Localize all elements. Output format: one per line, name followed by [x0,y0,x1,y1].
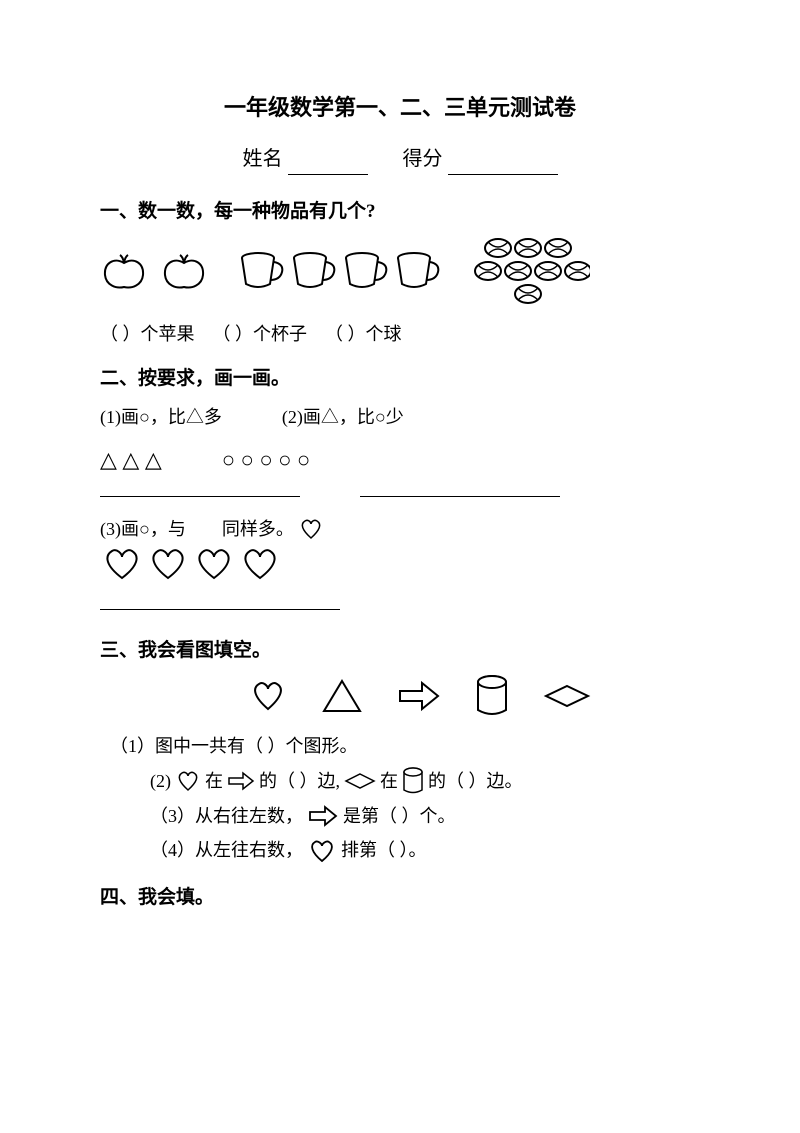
q2-sub-row: (1)画○，比△多 (2)画△，比○少 [100,403,700,432]
name-blank[interactable] [288,151,368,175]
name-label: 姓名 [243,148,283,170]
page-title: 一年级数学第一、二、三单元测试卷 [100,90,700,125]
q1-title: 一、数一数，每一种物品有几个? [100,197,700,227]
name-score-row: 姓名 得分 [100,143,700,175]
q3-sub4: （4）从左往右数， 排第（ ）。 [150,836,700,865]
cup-icon [342,250,388,292]
apple-group [100,251,208,291]
ball-icon [475,262,501,280]
heart-icon [146,546,190,582]
ball-group [470,236,590,306]
cylinder-icon [402,767,424,795]
triangle-group: △ △ △ [100,442,162,477]
apple-icon [100,251,148,291]
heart-icon [192,546,236,582]
ball-icon [505,262,531,280]
q2-sub3: (3)画○，与 同样多。 [100,515,700,610]
ball-count-blank[interactable]: （ ）个球 [325,324,402,344]
q3-shape-row [140,674,700,718]
cup-icon [290,250,336,292]
q2-sub1: (1)画○，比△多 [100,403,222,432]
q3-sub2-a: (2) [150,767,171,796]
q2-answer-lines [100,495,700,497]
arrow-icon [396,679,442,713]
q3-sub4-a: （4）从左往右数， [150,836,303,865]
diamond-icon [344,772,376,790]
ball-icon [515,285,541,303]
score-blank[interactable] [448,151,558,175]
q1-count-line: （ ）个苹果 （ ）个杯子 （ ）个球 [100,320,700,349]
cylinder-icon [474,674,510,718]
heart-icon [100,546,144,582]
q2-sub3-prefix: (3)画○，与 [100,515,186,544]
q3-sub2-e: 的（ ）边。 [428,767,523,796]
cup-icon [394,250,440,292]
answer-line-3[interactable] [100,608,340,610]
ball-icon [535,262,561,280]
diamond-icon [542,682,592,710]
ball-icon [515,239,541,257]
triangle-icon [320,677,364,715]
q2-title: 二、按要求，画一画。 [100,364,700,394]
ball-icon [485,239,511,257]
arrow-icon [307,804,339,828]
q3-sub2-b: 在 [205,767,223,796]
circle-group: ○ ○ ○ ○ ○ [222,442,310,477]
q3-sub2-c: 的（ ）边, [259,767,340,796]
q4-title: 四、我会填。 [100,883,700,913]
q3-sub3-b: 是第（ ）个。 [343,802,456,831]
ball-icon [565,262,590,280]
arrow-icon [227,771,255,791]
heart-icon [238,546,282,582]
q3-sub4-b: 排第（ ）。 [341,836,427,865]
cup-group [238,250,440,292]
cup-icon [238,250,284,292]
ball-icon [545,239,571,257]
q2-shapes-row: △ △ △ ○ ○ ○ ○ ○ [100,442,700,477]
q2-sub3-suffix: 同样多。 [222,515,294,544]
q3-sub2: (2) 在 的（ ）边, 在 的（ ）边。 [150,767,700,796]
q3-sub3: （3）从右往左数， 是第（ ）个。 [150,802,700,831]
heart-icon [298,518,324,540]
q3-title: 三、我会看图填空。 [100,636,700,666]
heart-icon [307,838,337,864]
heart-icon [248,679,288,713]
q2-sub2: (2)画△，比○少 [282,403,404,432]
q3-sub1: （1）图中一共有（ ）个图形。 [110,732,700,761]
apple-count-blank[interactable]: （ ）个苹果 [100,324,195,344]
answer-line-1[interactable] [100,495,300,497]
answer-line-2[interactable] [360,495,560,497]
heart-icon [175,770,201,792]
score-label: 得分 [403,148,443,170]
heart-row [100,546,700,582]
q1-items [100,236,700,306]
apple-icon [160,251,208,291]
q3-sub2-d: 在 [380,767,398,796]
q3-sub3-a: （3）从右往左数， [150,802,303,831]
cup-count-blank[interactable]: （ ）个杯子 [213,324,308,344]
